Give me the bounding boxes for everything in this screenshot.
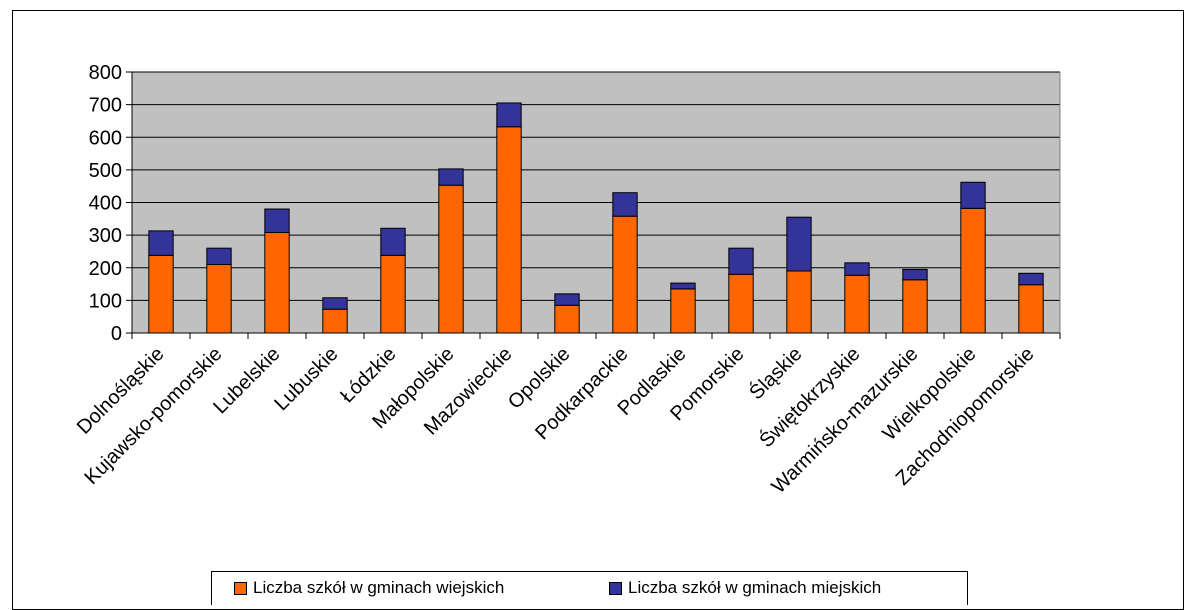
legend-label-rural: Liczba szkół w gminach wiejskich [253, 578, 505, 597]
bar-segment-rural [554, 304, 580, 334]
bar-segment-urban [264, 208, 290, 234]
bar-segment-urban [148, 230, 174, 256]
bar-segment-rural [612, 215, 638, 334]
bar-segment-urban [670, 282, 696, 290]
legend-item-rural: Liczba szkół w gminach wiejskich [234, 578, 504, 598]
bar-segment-urban [496, 102, 522, 128]
bar-segment-rural [206, 263, 232, 334]
y-tick-label: 700 [89, 95, 122, 117]
bar-segment-urban [728, 247, 754, 275]
bar-segment-rural [322, 308, 348, 334]
bar-segment-urban [960, 181, 986, 209]
bar-segment-urban [206, 247, 232, 265]
legend-swatch-rural [234, 581, 247, 595]
bar-segment-urban [1018, 272, 1044, 286]
bar-segment-rural [786, 270, 812, 334]
bar-segment-urban [438, 168, 464, 186]
bar-segment-rural [670, 288, 696, 334]
bar-segment-rural [496, 126, 522, 334]
bar-segment-urban [844, 262, 870, 276]
bar-segment-urban [786, 216, 812, 272]
y-tick-label: 400 [89, 193, 122, 215]
bar-segment-urban [554, 293, 580, 306]
bar-segment-rural [1018, 284, 1044, 334]
y-tick-label: 200 [89, 258, 122, 280]
bar-segment-rural [902, 279, 928, 334]
bar-segment-rural [960, 207, 986, 334]
bar-segment-urban [380, 227, 406, 256]
bar-segment-urban [902, 268, 928, 281]
bar-segment-rural [438, 184, 464, 334]
category-label: Świętokrzyskie [754, 342, 864, 452]
y-tick-label: 500 [89, 160, 122, 182]
legend-item-urban: Liczba szkół w gminach miejskich [609, 578, 881, 598]
bar-segment-rural [844, 274, 870, 334]
y-tick-label: 600 [89, 127, 122, 149]
bar-segment-rural [264, 232, 290, 334]
bar-segment-urban [612, 192, 638, 217]
category-label: Lubuskie [270, 343, 342, 415]
legend: Liczba szkół w gminach wiejskich Liczba … [211, 571, 968, 605]
y-tick-label: 0 [111, 323, 122, 345]
legend-label-urban: Liczba szkół w gminach miejskich [628, 578, 882, 597]
legend-swatch-urban [609, 581, 622, 595]
y-tick-label: 100 [89, 290, 122, 312]
bar-segment-rural [148, 254, 174, 334]
bar-segment-rural [728, 273, 754, 334]
y-tick-label: 300 [89, 225, 122, 247]
bar-segment-rural [380, 254, 406, 334]
bar-segment-urban [322, 297, 348, 310]
y-tick-label: 800 [89, 62, 122, 84]
